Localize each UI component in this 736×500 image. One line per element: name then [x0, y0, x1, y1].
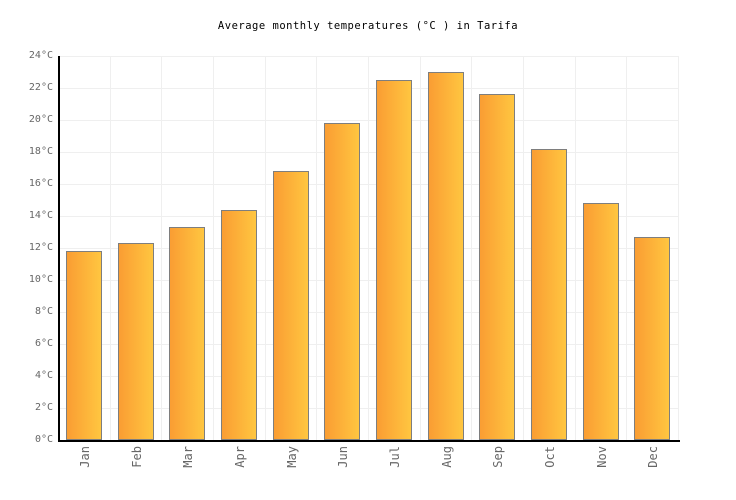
x-tick-label-may: May	[285, 446, 299, 468]
x-tick-label-nov: Nov	[595, 446, 609, 468]
bar-dec	[634, 237, 670, 440]
y-tick-label: 12°C	[28, 242, 53, 253]
y-axis-line	[58, 56, 60, 442]
bar-jan	[66, 251, 102, 440]
y-tick-label: 0°C	[34, 434, 53, 445]
y-tick-label: 8°C	[34, 306, 53, 317]
x-tick-label-apr: Apr	[233, 446, 247, 468]
y-tick-label: 14°C	[28, 210, 53, 221]
bar-apr	[221, 210, 257, 440]
x-tick-label-dec: Dec	[646, 446, 660, 468]
y-tick-label: 24°C	[28, 50, 53, 61]
x-tick-label-jan: Jan	[78, 446, 92, 468]
x-axis-line	[58, 440, 680, 442]
gridline-vertical	[471, 56, 472, 440]
bar-may	[273, 171, 309, 440]
bar-oct	[531, 149, 567, 440]
y-tick-label: 20°C	[28, 114, 53, 125]
y-tick-label: 22°C	[28, 82, 53, 93]
gridline-vertical	[316, 56, 317, 440]
x-tick-label-sep: Sep	[491, 446, 505, 468]
y-tick-label: 4°C	[34, 370, 53, 381]
gridline-vertical	[575, 56, 576, 440]
bar-sep	[479, 94, 515, 440]
x-tick-label-jul: Jul	[388, 446, 402, 468]
bar-feb	[118, 243, 154, 440]
plot-area	[58, 56, 679, 440]
y-tick-label: 18°C	[28, 146, 53, 157]
gridline-vertical	[265, 56, 266, 440]
bar-jul	[376, 80, 412, 440]
bar-jun	[324, 123, 360, 440]
x-tick-label-aug: Aug	[440, 446, 454, 468]
y-tick-label: 16°C	[28, 178, 53, 189]
x-tick-label-oct: Oct	[543, 446, 557, 468]
gridline-vertical	[523, 56, 524, 440]
bar-nov	[583, 203, 619, 440]
gridline-vertical	[678, 56, 679, 440]
x-tick-label-mar: Mar	[181, 446, 195, 468]
bar-mar	[169, 227, 205, 440]
gridline-vertical	[110, 56, 111, 440]
gridline-vertical	[626, 56, 627, 440]
gridline-vertical	[368, 56, 369, 440]
gridline-vertical	[420, 56, 421, 440]
x-tick-label-feb: Feb	[130, 446, 144, 468]
y-tick-label: 10°C	[28, 274, 53, 285]
gridline-vertical	[161, 56, 162, 440]
bar-aug	[428, 72, 464, 440]
y-tick-label: 6°C	[34, 338, 53, 349]
x-tick-label-jun: Jun	[336, 446, 350, 468]
chart-title: Average monthly temperatures (°C ) in Ta…	[217, 20, 519, 32]
gridline-vertical	[213, 56, 214, 440]
y-tick-label: 2°C	[34, 402, 53, 413]
